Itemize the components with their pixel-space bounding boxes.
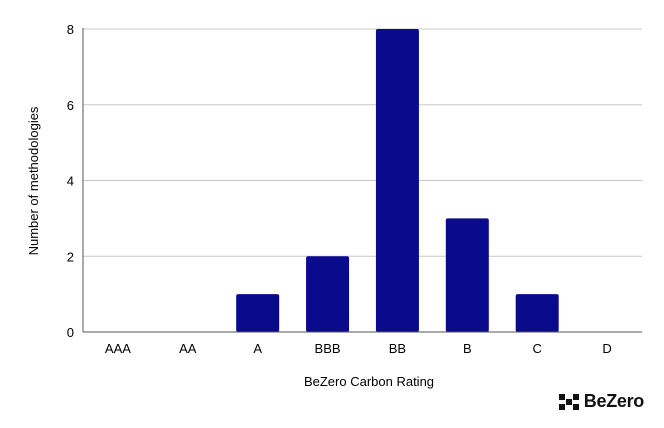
bar-bbb [306, 256, 350, 332]
x-tick-label: D [602, 341, 611, 356]
bar-bb [375, 29, 419, 332]
x-tick-labels: AAA AA A BBB BB B C D [105, 341, 612, 356]
x-tick-label: BB [389, 341, 406, 356]
logo-text: BeZero [583, 391, 645, 411]
bezero-squares-icon [558, 393, 579, 410]
grid-lines [83, 28, 642, 257]
bars [236, 29, 559, 332]
y-tick-label: 6 [67, 98, 74, 113]
y-tick-label: 2 [67, 249, 74, 264]
x-tick-label: C [532, 341, 541, 356]
bezero-logo: BeZero [558, 391, 645, 412]
bar-a [236, 294, 280, 332]
axes [82, 28, 642, 333]
y-tick-label: 8 [67, 22, 74, 37]
x-tick-label: A [253, 341, 262, 356]
x-tick-label: B [463, 341, 472, 356]
y-tick-label: 0 [67, 325, 74, 340]
bar-c [515, 294, 559, 332]
y-tick-labels: 0 2 4 6 8 [67, 22, 74, 340]
y-axis-title: Number of methodologies [26, 106, 41, 255]
x-axis-title: BeZero Carbon Rating [304, 374, 434, 389]
x-tick-label: AAA [105, 341, 131, 356]
bar-b [445, 218, 489, 332]
x-tick-label: AA [179, 341, 197, 356]
y-tick-label: 4 [67, 174, 74, 189]
x-tick-label: BBB [315, 341, 341, 356]
